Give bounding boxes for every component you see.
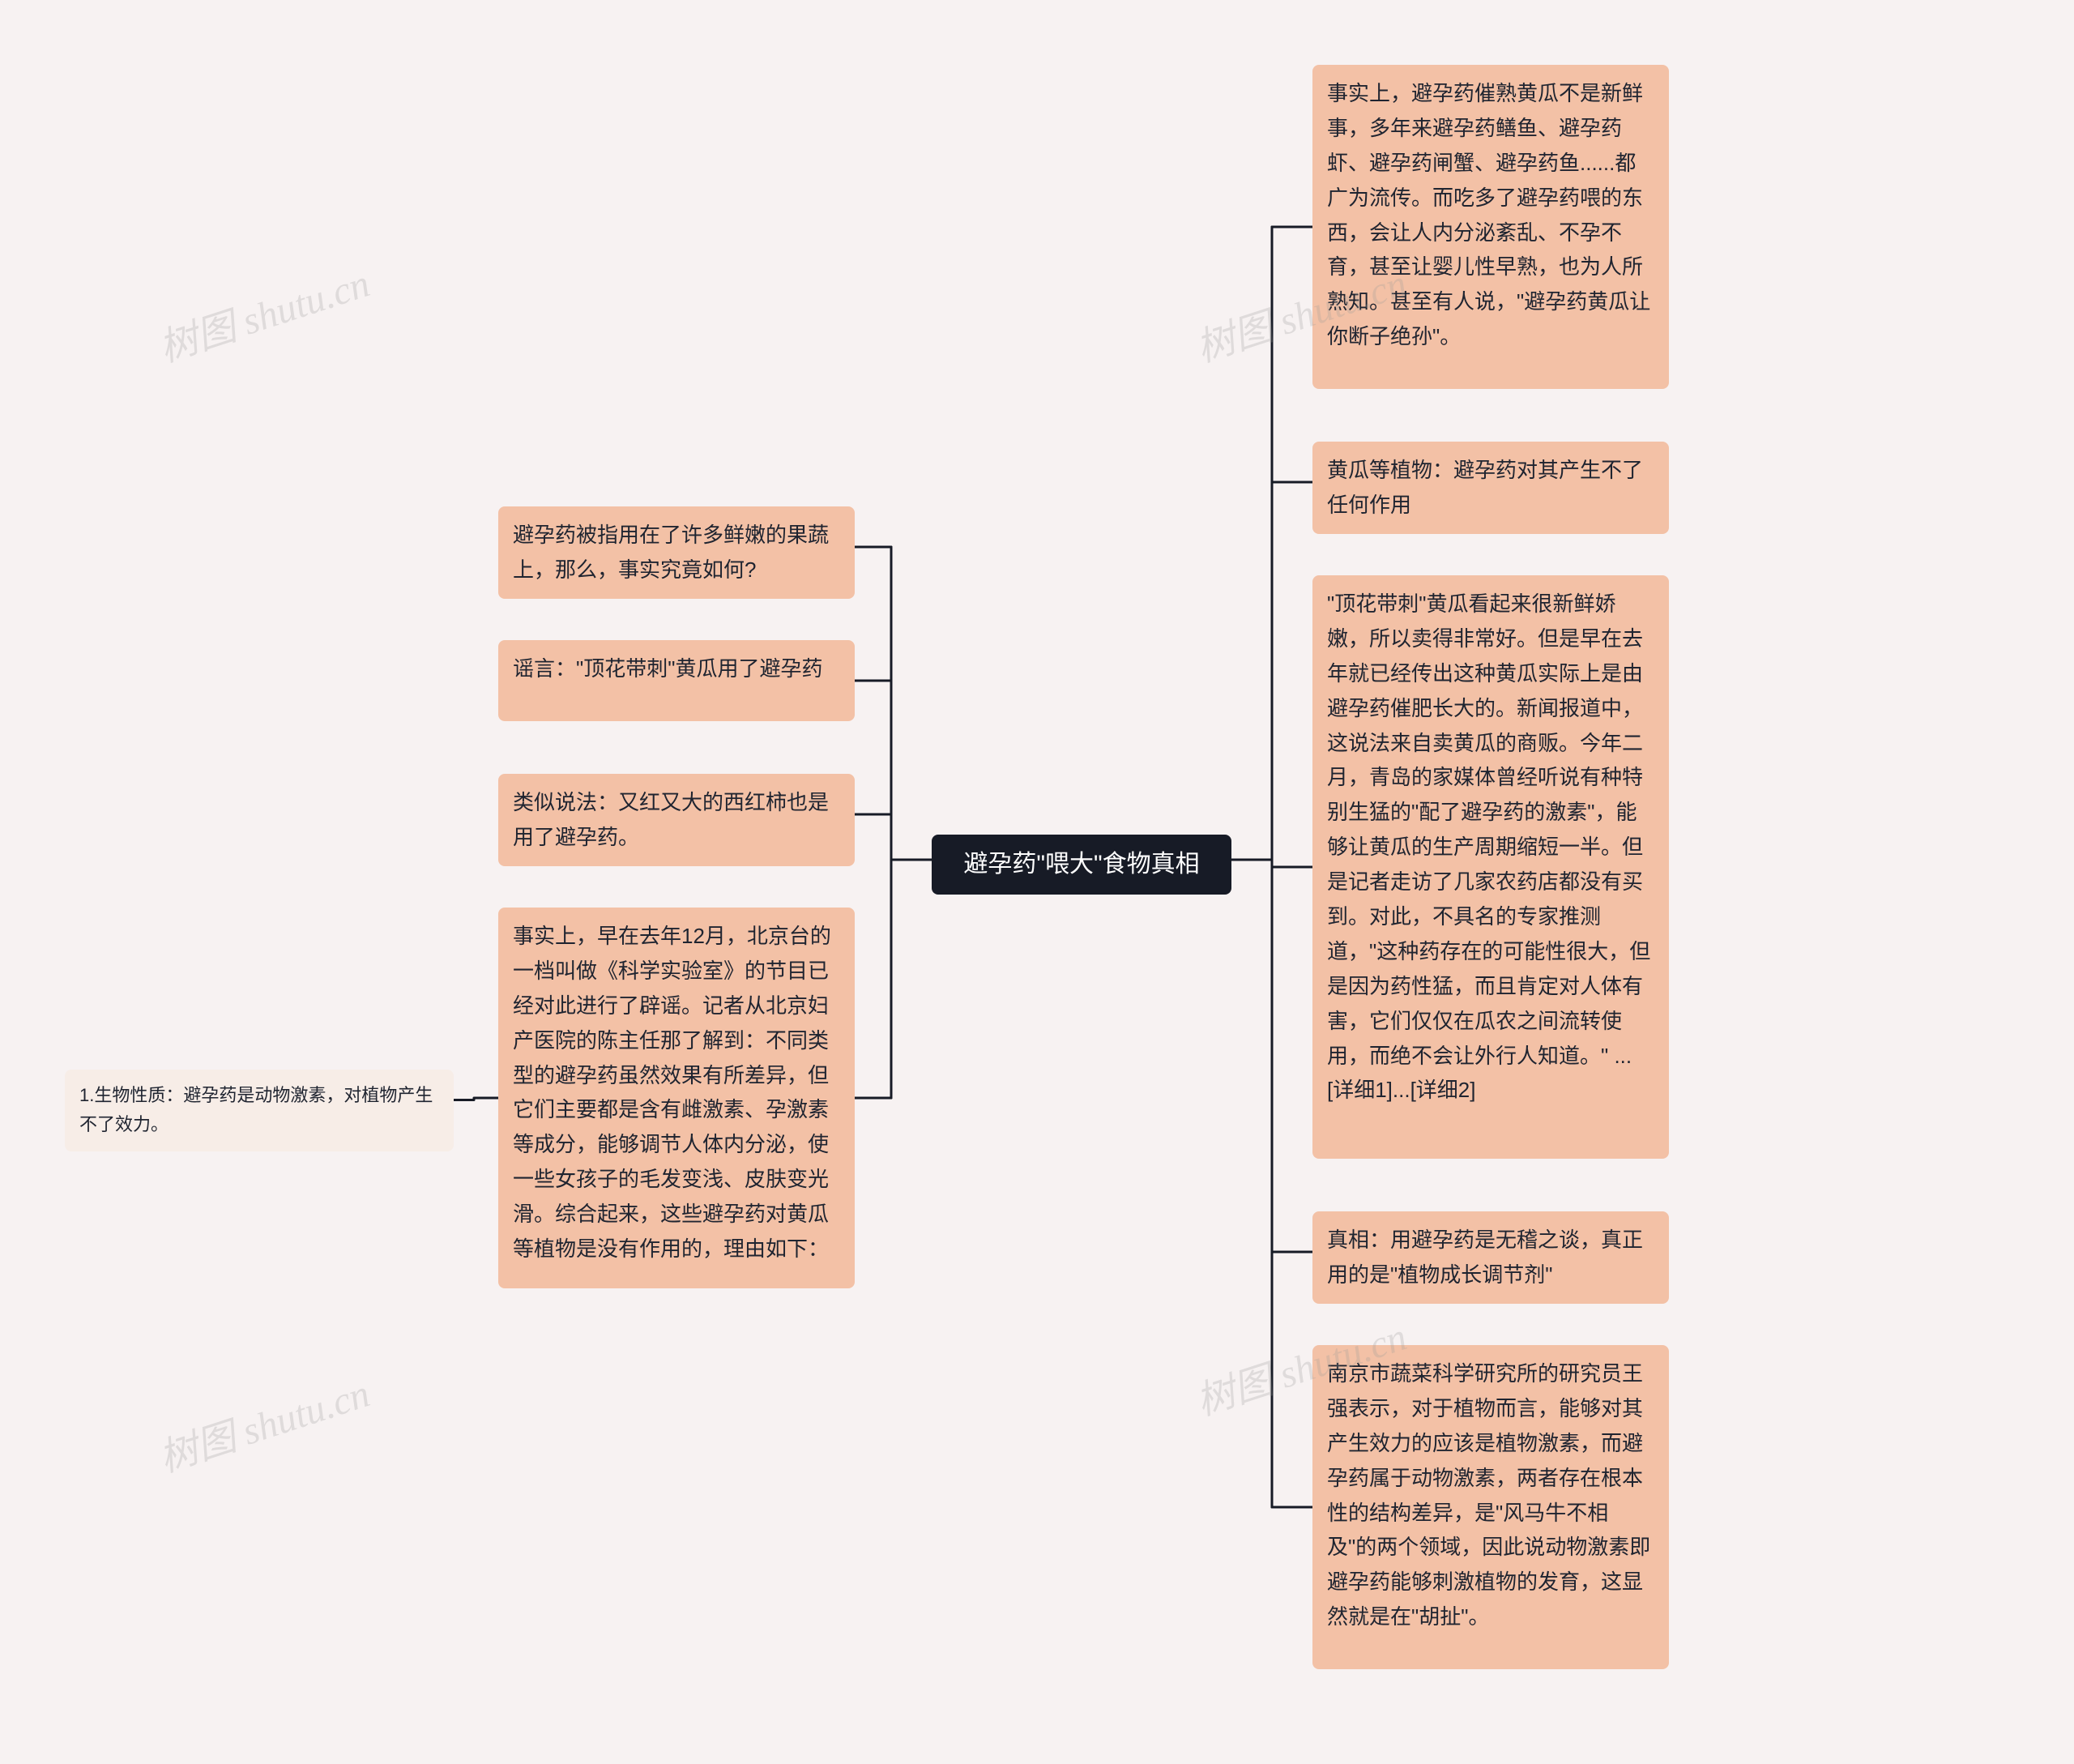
watermark-1: 树图 shutu.cn [151, 251, 376, 373]
right-node-4: 真相：用避孕药是无稽之谈，真正用的是"植物成长调节剂" [1312, 1211, 1669, 1304]
mindmap-canvas: 避孕药"喂大"食物真相 避孕药被指用在了许多鲜嫩的果蔬上，那么，事实究竟如何? 谣言… [0, 0, 2074, 1764]
left-node-3: 类似说法：又红又大的西红柿也是用了避孕药。 [498, 774, 855, 866]
left-node-1: 避孕药被指用在了许多鲜嫩的果蔬上，那么，事实究竟如何? [498, 506, 855, 599]
right-node-2: 黄瓜等植物：避孕药对其产生不了任何作用 [1312, 442, 1669, 534]
watermark-3: 树图 shutu.cn [151, 1361, 376, 1483]
right-node-3: "顶花带刺"黄瓜看起来很新鲜娇嫩，所以卖得非常好。但是早在去年就已经传出这种黄瓜… [1312, 575, 1669, 1159]
right-node-5: 南京市蔬菜科学研究所的研究员王强表示，对于植物而言，能够对其产生效力的应该是植物… [1312, 1345, 1669, 1669]
root-node: 避孕药"喂大"食物真相 [932, 835, 1231, 895]
left-node-4: 事实上，早在去年12月，北京台的一档叫做《科学实验室》的节目已经对此进行了辟谣。… [498, 908, 855, 1288]
right-node-1: 事实上，避孕药催熟黄瓜不是新鲜事，多年来避孕药鳝鱼、避孕药虾、避孕药闸蟹、避孕药… [1312, 65, 1669, 389]
left-node-2: 谣言："顶花带刺"黄瓜用了避孕药 [498, 640, 855, 721]
left-leaf-node: 1.生物性质：避孕药是动物激素，对植物产生不了效力。 [65, 1070, 454, 1151]
